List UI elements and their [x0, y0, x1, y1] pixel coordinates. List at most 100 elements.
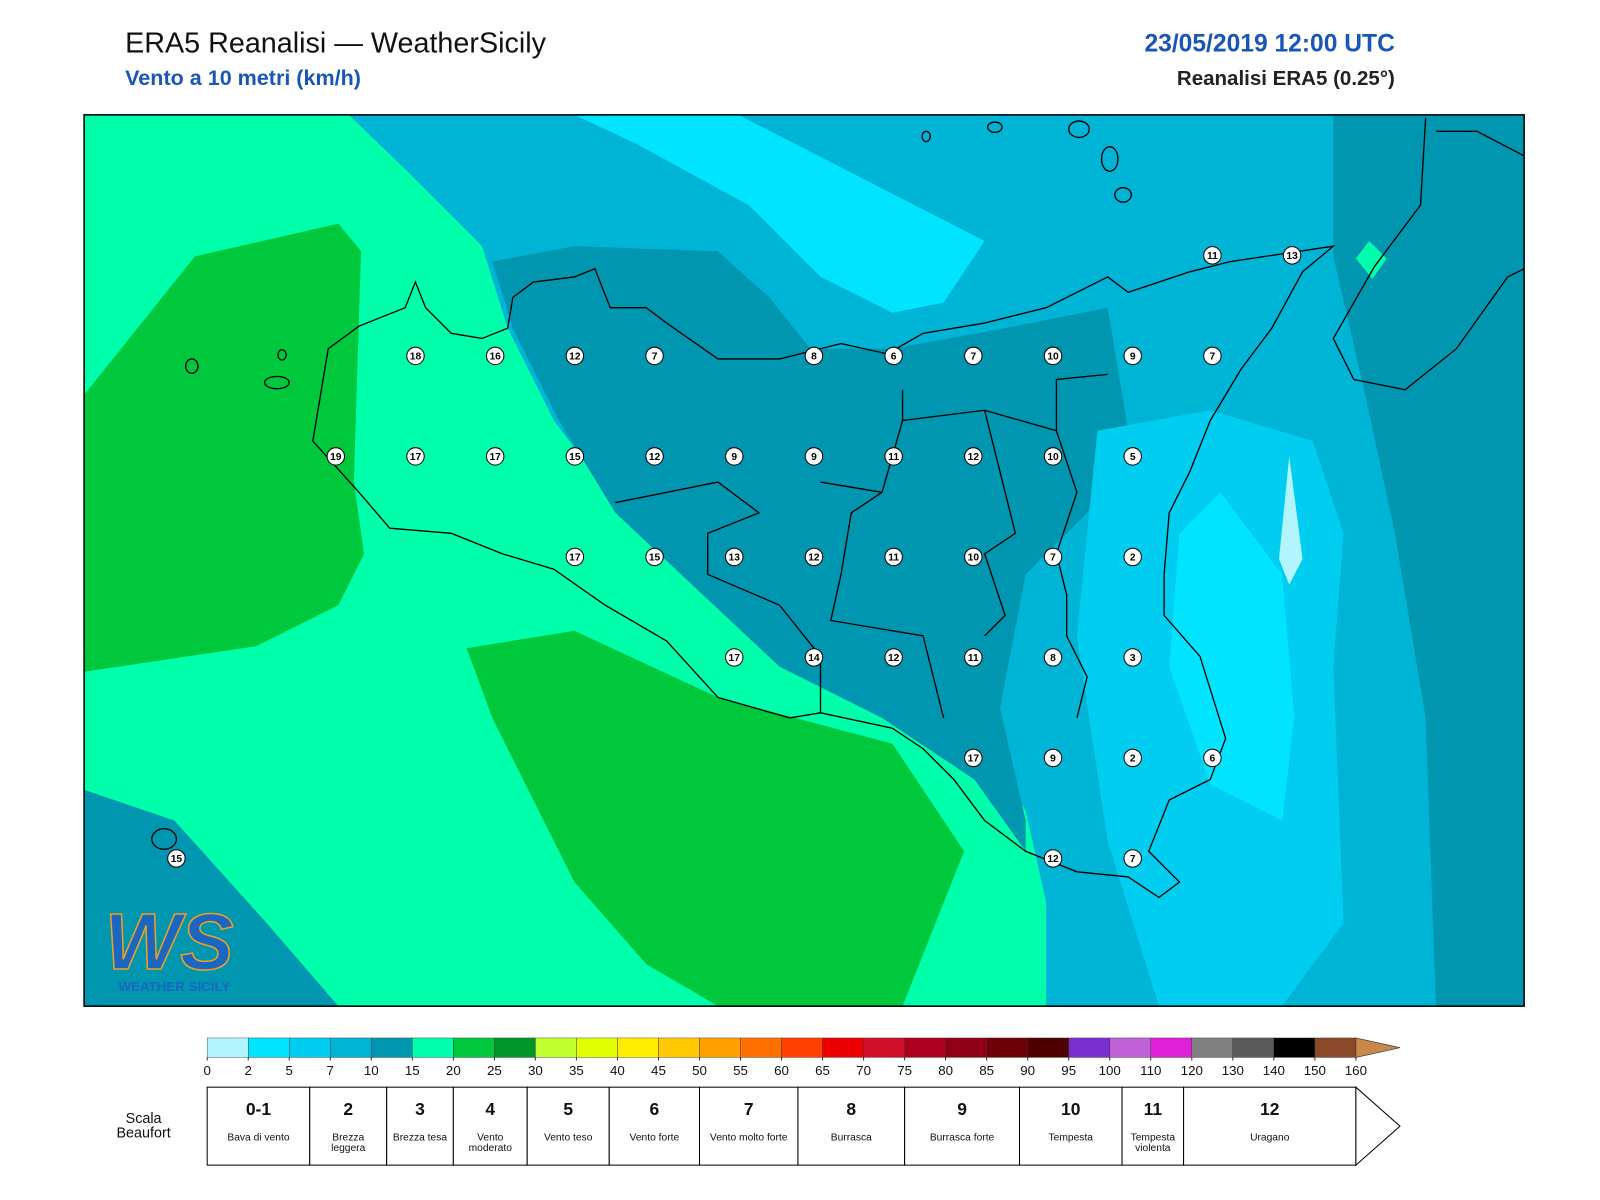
station-marker — [884, 547, 903, 567]
color-swatch — [740, 1037, 782, 1058]
station-value: 9 — [1050, 754, 1056, 765]
station-marker — [485, 447, 505, 466]
beaufort-box — [608, 1086, 700, 1166]
color-swatch — [1273, 1037, 1316, 1058]
station-marker — [1123, 547, 1142, 567]
station-value: 12 — [968, 452, 980, 463]
beaufort-name: Brezza leggera — [331, 1132, 366, 1154]
color-swatch — [535, 1037, 577, 1058]
colorbar-tick-label: 70 — [856, 1063, 871, 1078]
station-marker — [1123, 748, 1142, 768]
station-marker — [804, 547, 824, 567]
station-marker — [964, 547, 983, 567]
station-marker — [1043, 547, 1063, 567]
station-marker — [1043, 447, 1063, 466]
station-value: 19 — [330, 452, 342, 463]
beaufort-force: 10 — [1061, 1099, 1081, 1119]
beaufort-label: Scala Beaufort — [116, 1109, 171, 1141]
station-marker — [1043, 648, 1063, 667]
color-swatch — [699, 1037, 741, 1058]
logo: WS WEATHER SICILY — [104, 896, 234, 993]
color-swatch — [863, 1037, 905, 1058]
station-marker — [1203, 246, 1222, 265]
station-value: 16 — [489, 351, 501, 362]
colorbar-tick-label: 5 — [286, 1063, 293, 1078]
station-marker — [1043, 849, 1063, 868]
station-marker — [804, 447, 824, 466]
beaufort-box — [698, 1086, 799, 1166]
station-value: 17 — [968, 754, 980, 765]
station-value: 7 — [1210, 351, 1216, 362]
station-marker — [884, 346, 903, 366]
station-value: 11 — [968, 653, 979, 664]
beaufort-box — [526, 1086, 610, 1166]
station-value: 17 — [489, 452, 501, 463]
station-value: 15 — [649, 553, 661, 564]
color-swatch — [1191, 1037, 1234, 1058]
station-marker — [1203, 748, 1222, 768]
beaufort-name: Bava di vento — [227, 1132, 290, 1144]
station-marker — [964, 748, 983, 768]
station-value: 5 — [1130, 452, 1136, 463]
colorbar-tick-label: 30 — [528, 1063, 543, 1078]
station-marker — [645, 346, 664, 366]
colorbar-tick-label: 85 — [979, 1063, 994, 1078]
title: ERA5 Reanalisi — WeatherSicily — [125, 26, 546, 59]
station-marker — [964, 648, 983, 667]
station-marker — [1123, 447, 1142, 466]
colorbar-tick-label: 40 — [610, 1063, 625, 1078]
color-swatch — [453, 1037, 495, 1058]
colorbar-tick-label: 80 — [938, 1063, 953, 1078]
station-value: 9 — [731, 452, 737, 463]
station-value: 2 — [1130, 553, 1136, 564]
color-swatch — [494, 1037, 536, 1058]
beaufort-force: 0-1 — [245, 1099, 272, 1119]
colorbar-tick-label: 10 — [364, 1063, 379, 1078]
beaufort-box — [206, 1086, 311, 1166]
station-marker — [884, 447, 903, 466]
color-swatch — [1232, 1037, 1275, 1058]
station-value: 12 — [888, 653, 900, 664]
beaufort-name: Uragano — [1250, 1132, 1290, 1144]
station-value: 7 — [1130, 854, 1136, 865]
beaufort-name: Vento forte — [629, 1132, 680, 1144]
station-marker — [326, 447, 346, 466]
station-value: 12 — [569, 351, 581, 362]
beaufort-name: Brezza tesa — [392, 1132, 448, 1144]
station-marker — [1123, 648, 1142, 667]
beaufort-box — [309, 1086, 388, 1166]
station-marker — [645, 447, 664, 466]
subtitle: Vento a 10 metri (km/h) — [125, 66, 361, 91]
beaufort-box — [386, 1086, 454, 1166]
station-marker — [804, 346, 824, 366]
beaufort-name: Tempesta — [1048, 1132, 1093, 1144]
color-swatch — [576, 1037, 618, 1058]
station-value: 17 — [410, 452, 422, 463]
station-marker — [406, 346, 425, 366]
color-swatch — [904, 1037, 946, 1058]
beaufort-name: Burrasca forte — [929, 1132, 995, 1144]
station-marker — [1203, 346, 1222, 366]
beaufort-name: Burrasca — [830, 1132, 872, 1144]
station-value: 8 — [811, 351, 817, 362]
beaufort-name: Vento moderato — [468, 1132, 512, 1154]
beaufort-arrow — [1355, 1086, 1401, 1167]
station-value: 6 — [891, 351, 897, 362]
color-swatch — [412, 1037, 454, 1058]
colorbar-tick-label: 45 — [651, 1063, 666, 1078]
station-value: 10 — [1047, 351, 1059, 362]
color-swatch — [247, 1037, 290, 1058]
station-marker — [565, 447, 585, 466]
station-value: 2 — [1130, 754, 1136, 765]
color-swatch — [289, 1037, 331, 1058]
beaufort-box — [1018, 1086, 1123, 1166]
beaufort-name: Vento teso — [543, 1132, 593, 1144]
station-marker — [167, 849, 186, 868]
color-swatch — [1314, 1037, 1357, 1058]
colorbar-tick-label: 15 — [405, 1063, 420, 1078]
beaufort-force: 4 — [485, 1099, 496, 1119]
station-marker — [964, 346, 983, 366]
color-arrow — [1355, 1037, 1401, 1058]
